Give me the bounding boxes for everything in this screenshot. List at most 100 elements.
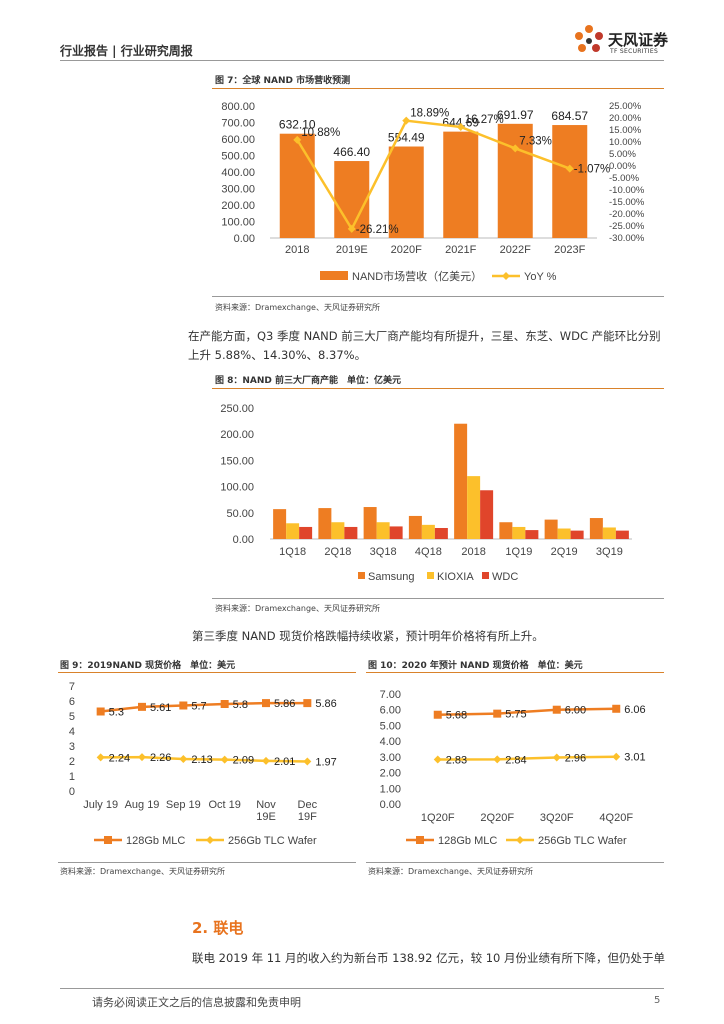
fig10-y-tick: 5.00: [380, 720, 401, 732]
header-divider: [60, 60, 664, 61]
fig8-title: 图 8：NAND 前三大厂商产能 单位：亿美元: [215, 376, 402, 386]
fig9-legend-label-tlc: 256Gb TLC Wafer: [228, 835, 317, 847]
page-number: 5: [654, 995, 661, 1006]
fig8-bar-samsung: [544, 519, 558, 539]
fig9-chart: 0 1 2 3 4 5 6 7 5.3 5.61 5.7 5.8 5.86 5.86 2.24 2.26 2.1…: [69, 681, 337, 847]
fig10-x-tick: 1Q20F: [421, 812, 455, 824]
fig8-bar-wdc: [389, 526, 403, 539]
fig10-x-tick: 3Q20F: [540, 812, 574, 824]
fig9-data-label: 5.7: [191, 701, 206, 713]
fig7-legend-label-bar: NAND市场营收（亿美元）: [352, 269, 482, 283]
fig7-yoy-point: [293, 135, 302, 144]
fig8-legend-swatch: [358, 572, 365, 579]
fig10-source: 资料来源：Dramexchange、天风证券研究所: [368, 867, 533, 876]
fig8-bar-kioxia: [557, 528, 571, 539]
fig9-y-tick: 5: [69, 711, 75, 723]
fig9-point-mlc: [96, 707, 105, 716]
fig8-bar-wdc: [525, 530, 539, 539]
fig9-y-tick: 3: [69, 741, 75, 753]
fig10-data-label: 2.96: [565, 752, 586, 764]
fig9-point-tlc: [138, 753, 146, 762]
fig7-bar-label: 691.97: [497, 108, 534, 122]
logo-subtitle: TF SECURITIES: [610, 48, 659, 55]
fig9-y-tick: 4: [69, 726, 75, 738]
fig7-x-tick: 2022F: [500, 244, 531, 256]
fig8-bar-samsung: [454, 423, 468, 539]
fig10-line-1: [437, 755, 617, 761]
fig8-x-tick: 1Q19: [505, 546, 532, 558]
fig9-x-tick: 19E: [256, 811, 276, 823]
fig10-x-tick: 2Q20F: [480, 812, 514, 824]
fig8-chart: 0.00 50.00 100.00 150.00 200.00 250.00 1Q18 2Q1…: [220, 403, 632, 583]
fig7-y-tick: 700.00: [221, 118, 255, 130]
fig8-bar-kioxia: [331, 522, 345, 539]
fig10-point-tlc: [493, 755, 502, 764]
fig9-data-label: 1.97: [315, 756, 336, 768]
footer-disclaimer: 请务必阅读正文之后的信息披露和免责申明: [92, 996, 301, 1009]
fig7-y2-tick: 15.00%: [609, 125, 642, 136]
fig9-x-tick: Nov: [256, 799, 276, 811]
fig7-y2-tick: 25.00%: [609, 101, 642, 112]
fig10-bottom-rule: [366, 862, 664, 863]
fig8-legend-swatch: [427, 572, 434, 579]
fig7-top-rule: [212, 88, 664, 89]
fig8-bar-kioxia: [602, 527, 616, 539]
fig9-x-tick: Sep 19: [166, 799, 201, 811]
fig9-data-label: 2.26: [150, 752, 171, 764]
fig7-yoy-label: 16.27%: [465, 114, 504, 126]
fig8-x-tick: 4Q18: [415, 546, 442, 558]
fig9-point-mlc: [262, 699, 270, 708]
fig10-data-label: 5.75: [505, 709, 526, 721]
fig8-x-tick: 2Q19: [551, 546, 578, 558]
fig8-y-tick: 200.00: [220, 429, 254, 441]
tf-logo-icon: [575, 25, 603, 52]
fig7-source: 资料来源：Dramexchange、天风证券研究所: [215, 303, 380, 312]
fig9-line-0: [100, 701, 308, 713]
fig8-y-tick: 50.00: [226, 508, 254, 520]
fig9-data-label: 2.13: [191, 754, 212, 766]
fig10-y-tick: 6.00: [380, 705, 401, 717]
fig10-point-mlc: [433, 710, 442, 719]
fig9-y-tick: 1: [69, 771, 75, 783]
fig8-legend-label: WDC: [492, 571, 518, 583]
fig7-x-tick: 2018: [285, 244, 309, 256]
fig8-bar-wdc: [344, 526, 358, 539]
fig8-bottom-rule: [212, 598, 664, 599]
fig7-y-tick: 500.00: [221, 151, 255, 163]
fig9-legend-marker-tlc: [206, 836, 214, 844]
fig7-yoy-label: -1.07%: [574, 164, 610, 176]
fig9-point-mlc: [138, 702, 146, 711]
fig10-y-tick: 1.00: [380, 783, 401, 795]
fig9-point-tlc: [179, 755, 188, 764]
fig8-x-tick: 3Q19: [596, 546, 623, 558]
fig7-y-tick: 300.00: [221, 184, 255, 196]
fig8-y-tick: 0.00: [233, 534, 254, 546]
fig7-y2-tick: -20.00%: [609, 209, 645, 220]
fig10-point-tlc: [433, 755, 442, 764]
fig10-x-tick: 4Q20F: [599, 812, 633, 824]
fig8-y-tick: 100.00: [220, 482, 254, 494]
fig10-legend-label-tlc: 256Gb TLC Wafer: [538, 835, 627, 847]
fig7-yoy-line: [296, 119, 571, 232]
fig9-data-label: 5.86: [315, 698, 336, 710]
fig7-yoy-label: 10.88%: [301, 127, 340, 139]
fig9-data-label: 2.09: [233, 755, 254, 767]
fig10-point-mlc: [552, 705, 561, 714]
fig7-legend-swatch-bar: [320, 271, 348, 280]
paragraph-price: 第三季度 NAND 现货价格跌幅持续收紧，预计明年价格将有所上升。: [192, 629, 544, 643]
fig8-bar-kioxia: [286, 523, 300, 539]
fig10-legend-marker-mlc: [416, 836, 424, 844]
fig7-y2-tick: -15.00%: [609, 197, 645, 208]
fig10-y-tick: 3.00: [380, 752, 401, 764]
fig9-point-mlc: [303, 699, 312, 708]
fig8-x-tick: 2018: [461, 546, 485, 558]
breadcrumb: 行业报告 | 行业研究周报: [60, 44, 193, 58]
fig10-y-tick: 2.00: [380, 768, 401, 780]
fig7-bar: [388, 146, 424, 238]
fig7-x-tick: 2023F: [554, 244, 585, 256]
fig9-y-tick: 7: [69, 681, 75, 693]
footer-divider: [60, 988, 664, 989]
fig7-y-tick: 400.00: [221, 167, 255, 179]
fig9-data-label: 2.24: [109, 752, 130, 764]
fig10-data-label: 6.06: [624, 704, 645, 716]
